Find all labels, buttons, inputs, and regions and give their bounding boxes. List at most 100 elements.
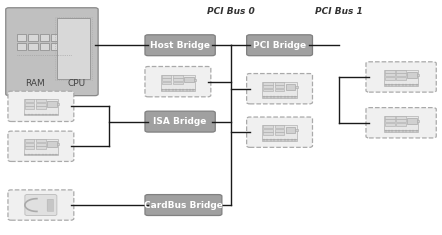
Bar — [25, 143, 34, 146]
Bar — [408, 118, 417, 124]
Bar — [262, 125, 297, 140]
FancyBboxPatch shape — [6, 8, 98, 96]
Text: RAM: RAM — [25, 79, 45, 88]
Bar — [57, 18, 90, 79]
Bar — [25, 139, 34, 142]
Bar — [396, 116, 406, 119]
Bar — [17, 43, 26, 50]
Bar — [25, 146, 34, 149]
Bar — [263, 85, 273, 88]
Bar — [263, 132, 273, 135]
Bar — [160, 75, 195, 89]
Bar — [40, 34, 49, 41]
FancyBboxPatch shape — [247, 35, 312, 56]
Bar — [160, 89, 195, 90]
Bar — [385, 123, 395, 125]
Bar — [36, 143, 46, 146]
Text: CardBus Bridge: CardBus Bridge — [144, 200, 223, 210]
Bar — [275, 132, 284, 135]
FancyBboxPatch shape — [145, 35, 215, 56]
Bar — [36, 139, 46, 142]
Bar — [63, 34, 72, 41]
Bar — [262, 140, 297, 141]
FancyBboxPatch shape — [247, 117, 312, 147]
Bar — [384, 116, 419, 130]
Bar — [25, 99, 34, 102]
Bar — [396, 123, 406, 125]
Bar — [384, 70, 419, 84]
Bar — [417, 120, 419, 122]
Bar — [275, 129, 284, 132]
FancyBboxPatch shape — [8, 190, 74, 220]
Bar — [385, 77, 395, 80]
Bar — [263, 125, 273, 128]
FancyBboxPatch shape — [145, 195, 222, 215]
Text: CPU: CPU — [67, 79, 85, 88]
FancyBboxPatch shape — [366, 62, 436, 92]
Bar — [36, 99, 46, 102]
Bar — [25, 106, 34, 109]
FancyBboxPatch shape — [145, 67, 211, 97]
Bar — [47, 141, 57, 147]
Bar — [25, 103, 34, 106]
Bar — [173, 75, 183, 78]
Bar — [40, 43, 49, 50]
FancyBboxPatch shape — [145, 111, 215, 132]
Bar — [23, 154, 58, 155]
Bar — [51, 43, 61, 50]
Bar — [262, 96, 297, 98]
Bar — [28, 43, 38, 50]
Bar — [275, 85, 284, 88]
Bar — [385, 73, 395, 76]
Bar — [23, 99, 58, 114]
Bar — [194, 78, 196, 81]
FancyBboxPatch shape — [247, 74, 312, 104]
Bar — [408, 72, 417, 78]
Bar — [36, 103, 46, 106]
Bar — [286, 127, 295, 133]
Bar — [173, 82, 183, 84]
Bar — [295, 129, 297, 131]
Bar — [384, 130, 419, 132]
Text: PCI Bridge: PCI Bridge — [253, 41, 306, 50]
Bar — [275, 125, 284, 128]
Bar — [396, 119, 406, 122]
Bar — [262, 82, 297, 96]
Bar — [173, 78, 183, 81]
Bar — [47, 199, 53, 212]
Text: PCI Bus 0: PCI Bus 0 — [207, 7, 255, 16]
Bar — [55, 17, 92, 80]
FancyBboxPatch shape — [8, 91, 74, 121]
FancyBboxPatch shape — [25, 195, 57, 215]
Bar — [28, 34, 38, 41]
Bar — [263, 129, 273, 132]
Bar — [57, 143, 59, 145]
Text: Host Bridge: Host Bridge — [150, 41, 210, 50]
Bar — [23, 114, 58, 115]
Text: ISA Bridge: ISA Bridge — [153, 117, 207, 126]
Bar — [162, 78, 171, 81]
Bar — [263, 89, 273, 91]
Bar — [36, 146, 46, 149]
FancyBboxPatch shape — [8, 131, 74, 161]
Bar — [295, 86, 297, 88]
Bar — [162, 75, 171, 78]
Bar — [275, 89, 284, 91]
Bar — [286, 84, 295, 90]
Bar — [63, 43, 72, 50]
Bar — [184, 77, 194, 82]
Bar — [36, 106, 46, 109]
Bar — [396, 70, 406, 73]
Bar — [17, 34, 26, 41]
Bar — [51, 34, 61, 41]
Bar — [23, 139, 58, 154]
Bar — [396, 77, 406, 80]
Bar — [263, 82, 273, 85]
Bar — [396, 73, 406, 76]
Bar — [275, 82, 284, 85]
Bar — [57, 103, 59, 106]
Bar — [385, 70, 395, 73]
Bar — [384, 84, 419, 86]
Bar — [47, 102, 57, 107]
FancyBboxPatch shape — [366, 108, 436, 138]
